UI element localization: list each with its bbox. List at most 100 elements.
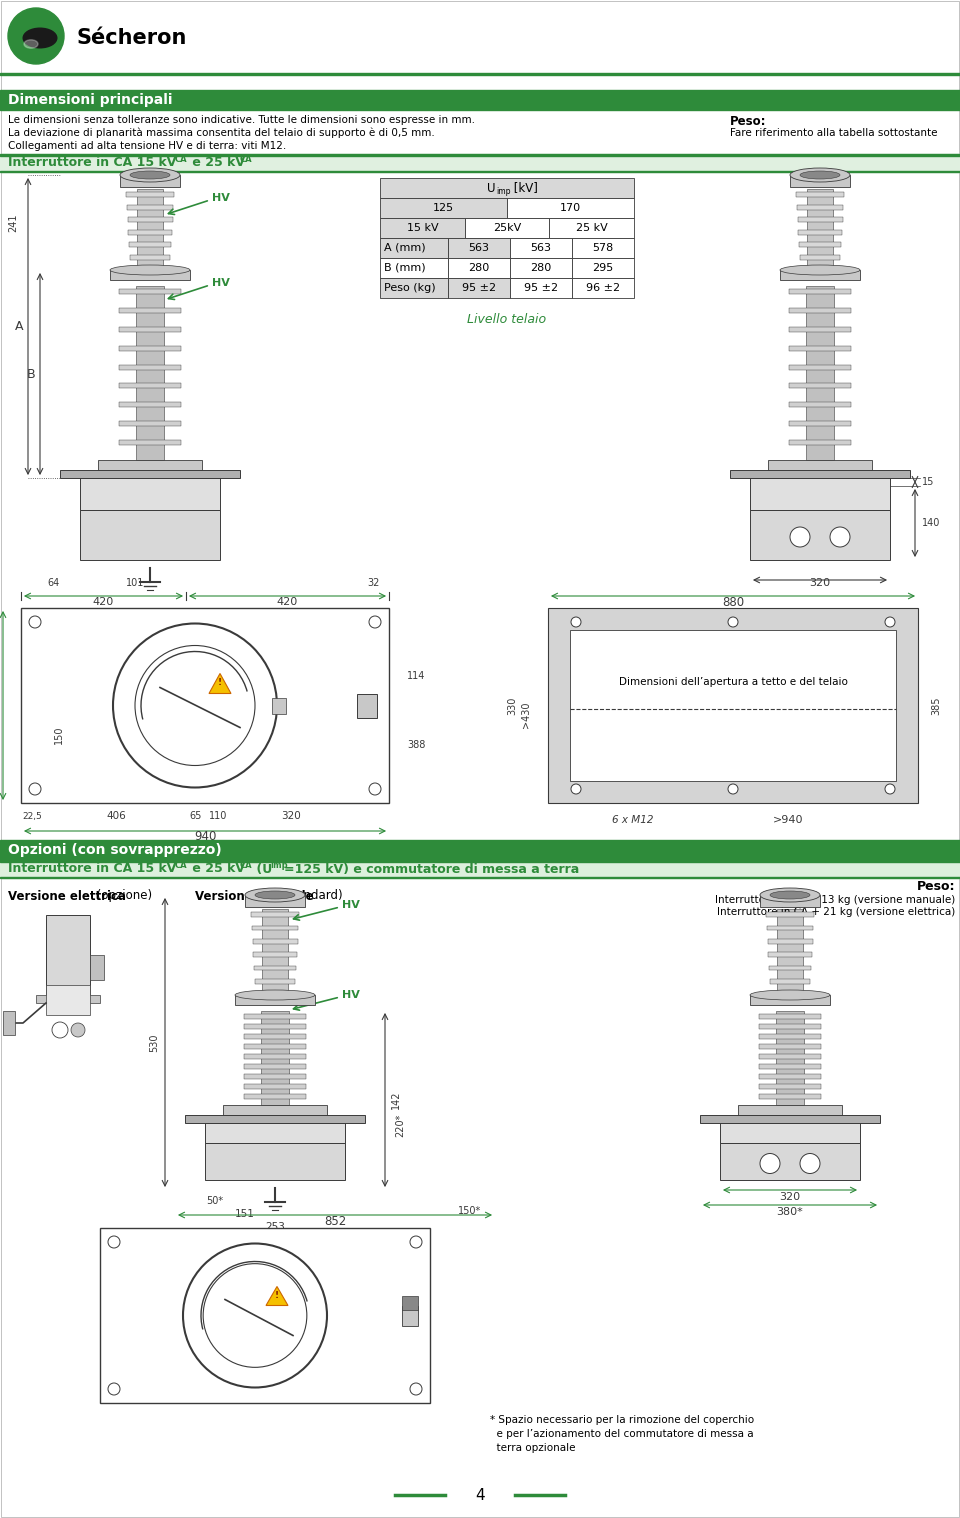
Bar	[789, 288, 851, 294]
Bar	[244, 1053, 306, 1060]
Bar	[100, 1228, 430, 1403]
Bar	[0, 839, 960, 861]
Bar	[759, 1064, 821, 1069]
Circle shape	[830, 527, 850, 546]
Bar	[90, 955, 104, 981]
Text: 320: 320	[780, 1192, 801, 1202]
Text: Dimensioni dell’apertura a tetto e del telaio: Dimensioni dell’apertura a tetto e del t…	[618, 677, 848, 688]
Text: HV: HV	[342, 900, 360, 909]
Bar	[790, 175, 850, 187]
Bar	[780, 270, 860, 279]
Bar	[777, 909, 803, 994]
Ellipse shape	[780, 266, 860, 275]
Bar	[46, 915, 90, 994]
Bar	[759, 1075, 821, 1079]
Bar	[768, 952, 812, 956]
Text: 110: 110	[209, 811, 228, 821]
Text: 940: 940	[194, 830, 216, 842]
Polygon shape	[266, 1286, 288, 1305]
Text: Sécheron: Sécheron	[76, 27, 186, 49]
Bar	[119, 420, 181, 427]
Text: HV: HV	[212, 278, 229, 288]
Bar	[253, 952, 297, 956]
Text: Versione manuale: Versione manuale	[195, 890, 314, 903]
Circle shape	[8, 8, 64, 64]
Bar	[380, 238, 448, 258]
Text: 150: 150	[54, 726, 64, 744]
Bar	[244, 1034, 306, 1038]
Text: 330: 330	[507, 697, 517, 715]
Bar	[572, 238, 634, 258]
Text: HV: HV	[342, 990, 360, 1000]
Bar	[759, 1014, 821, 1019]
Text: 295: 295	[592, 263, 613, 273]
Bar	[46, 985, 90, 1016]
Text: Fare riferimento alla tabella sottostante: Fare riferimento alla tabella sottostant…	[730, 128, 938, 138]
Text: Peso (kg): Peso (kg)	[384, 282, 436, 293]
Bar	[789, 402, 851, 407]
Circle shape	[204, 1263, 307, 1368]
Bar	[799, 243, 841, 247]
Text: 578: 578	[592, 243, 613, 254]
Text: Peso:: Peso:	[730, 115, 766, 128]
Text: 406: 406	[107, 811, 126, 821]
Bar	[205, 1143, 345, 1179]
Text: e 25 kV: e 25 kV	[188, 862, 245, 876]
Bar	[119, 402, 181, 407]
Bar	[750, 994, 830, 1005]
Bar	[798, 217, 843, 222]
Polygon shape	[209, 674, 231, 694]
Text: U: U	[487, 182, 495, 194]
Text: Peso:: Peso:	[917, 879, 955, 893]
Bar	[357, 694, 377, 718]
Circle shape	[571, 616, 581, 627]
Text: !: !	[218, 679, 222, 688]
Text: !: !	[275, 1290, 279, 1299]
Bar	[549, 219, 634, 238]
Bar	[21, 609, 389, 803]
Bar	[110, 270, 190, 279]
Bar	[789, 364, 851, 369]
Bar	[252, 938, 298, 944]
Bar	[448, 278, 510, 298]
Text: Interruttore in CA + 21 kg (versione elettrica): Interruttore in CA + 21 kg (versione ele…	[717, 906, 955, 917]
Text: terra opzionale: terra opzionale	[490, 1444, 575, 1453]
Bar	[800, 255, 840, 260]
Bar	[119, 346, 181, 351]
Text: CA: CA	[240, 862, 252, 870]
Text: (opzione): (opzione)	[93, 890, 152, 903]
Text: 4: 4	[475, 1488, 485, 1503]
Bar	[272, 697, 286, 713]
Bar	[700, 1116, 880, 1123]
Bar	[570, 630, 896, 780]
Circle shape	[885, 616, 895, 627]
Bar	[789, 384, 851, 389]
Bar	[797, 205, 843, 209]
Bar	[380, 258, 448, 278]
Bar	[244, 1064, 306, 1069]
Bar	[766, 912, 814, 917]
Circle shape	[410, 1383, 422, 1395]
Ellipse shape	[800, 172, 840, 179]
Text: 420: 420	[93, 597, 114, 607]
Bar	[796, 193, 844, 197]
Text: A: A	[14, 320, 23, 332]
Bar	[244, 1014, 306, 1019]
Bar	[807, 190, 833, 270]
Bar	[789, 420, 851, 427]
Bar	[119, 364, 181, 369]
Text: e 25 kV: e 25 kV	[188, 156, 245, 170]
Text: 95 ±2: 95 ±2	[524, 282, 558, 293]
Bar	[402, 1305, 418, 1325]
Text: 142: 142	[391, 1091, 401, 1110]
Circle shape	[410, 1236, 422, 1248]
Bar	[380, 197, 507, 219]
Bar	[251, 912, 299, 917]
Bar	[129, 243, 171, 247]
Text: 563: 563	[531, 243, 551, 254]
Text: CA: CA	[175, 155, 187, 164]
Text: Interruttore in CA 15 kV: Interruttore in CA 15 kV	[8, 156, 177, 170]
Bar	[80, 478, 220, 510]
Circle shape	[135, 645, 255, 765]
Ellipse shape	[23, 29, 57, 47]
